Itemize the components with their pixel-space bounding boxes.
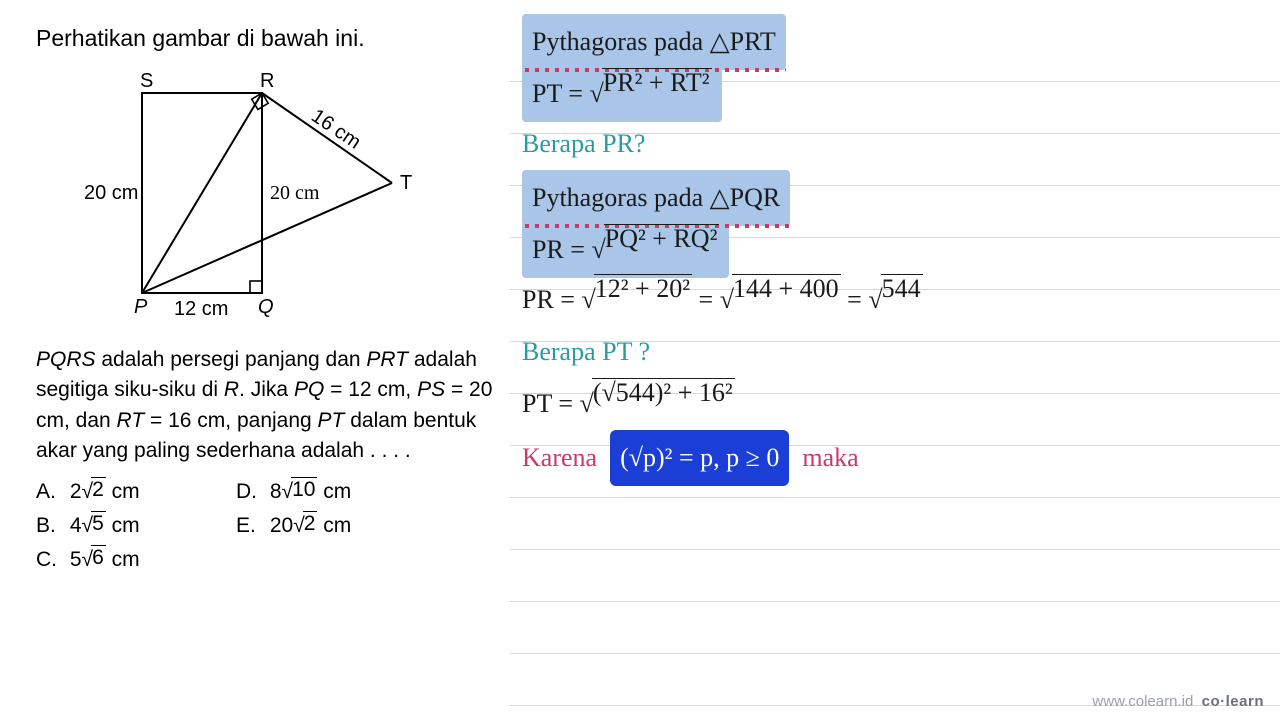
svg-text:Q: Q <box>258 296 274 318</box>
note-line-5: PR = √PQ² + RQ² <box>522 222 1262 274</box>
problem-text: PQRS adalah persegi panjang dan PRT adal… <box>36 345 494 467</box>
note-line-8: PT = √(√544)² + 16² <box>522 378 1262 430</box>
problem-panel: Perhatikan gambar di bawah ini. S R T P … <box>0 0 510 720</box>
geometry-diagram: S R T P Q 20 cm 12 cm 16 cm 20 cm <box>62 63 442 323</box>
svg-text:12 cm: 12 cm <box>174 298 228 320</box>
option-e: E. 20√2 cm <box>236 511 436 541</box>
note-line-4: Pythagoras pada △PQR <box>522 170 1262 222</box>
svg-text:20 cm: 20 cm <box>84 182 138 204</box>
svg-text:20 cm: 20 cm <box>270 182 320 204</box>
worked-solution-panel: Pythagoras pada △PRT PT = √PR² + RT² Ber… <box>510 0 1280 720</box>
note-line-2: PT = √PR² + RT² <box>522 66 1262 118</box>
svg-text:P: P <box>134 296 148 318</box>
note-line-9: Karena (√p)² = p, p ≥ 0 maka <box>522 430 1262 482</box>
option-c: C. 5√6 cm <box>36 545 236 575</box>
svg-text:R: R <box>260 70 274 92</box>
option-a: A. 2√2 cm <box>36 477 236 507</box>
watermark: www.colearn.id co·learn <box>1092 693 1264 710</box>
note-line-1: Pythagoras pada △PRT <box>522 14 1262 66</box>
note-line-7: Berapa PT ? <box>522 326 1262 378</box>
note-line-6: PR = √12² + 20² = √144 + 400 = √544 <box>522 274 1262 326</box>
option-b: B. 4√5 cm <box>36 511 236 541</box>
option-d: D. 8√10 cm <box>236 477 436 507</box>
svg-text:T: T <box>400 172 412 194</box>
note-line-3: Berapa PR? <box>522 118 1262 170</box>
svg-text:S: S <box>140 70 153 92</box>
answer-options: A. 2√2 cm D. 8√10 cm B. 4√5 cm E. 20√2 c… <box>36 477 494 580</box>
problem-title: Perhatikan gambar di bawah ini. <box>36 22 494 55</box>
